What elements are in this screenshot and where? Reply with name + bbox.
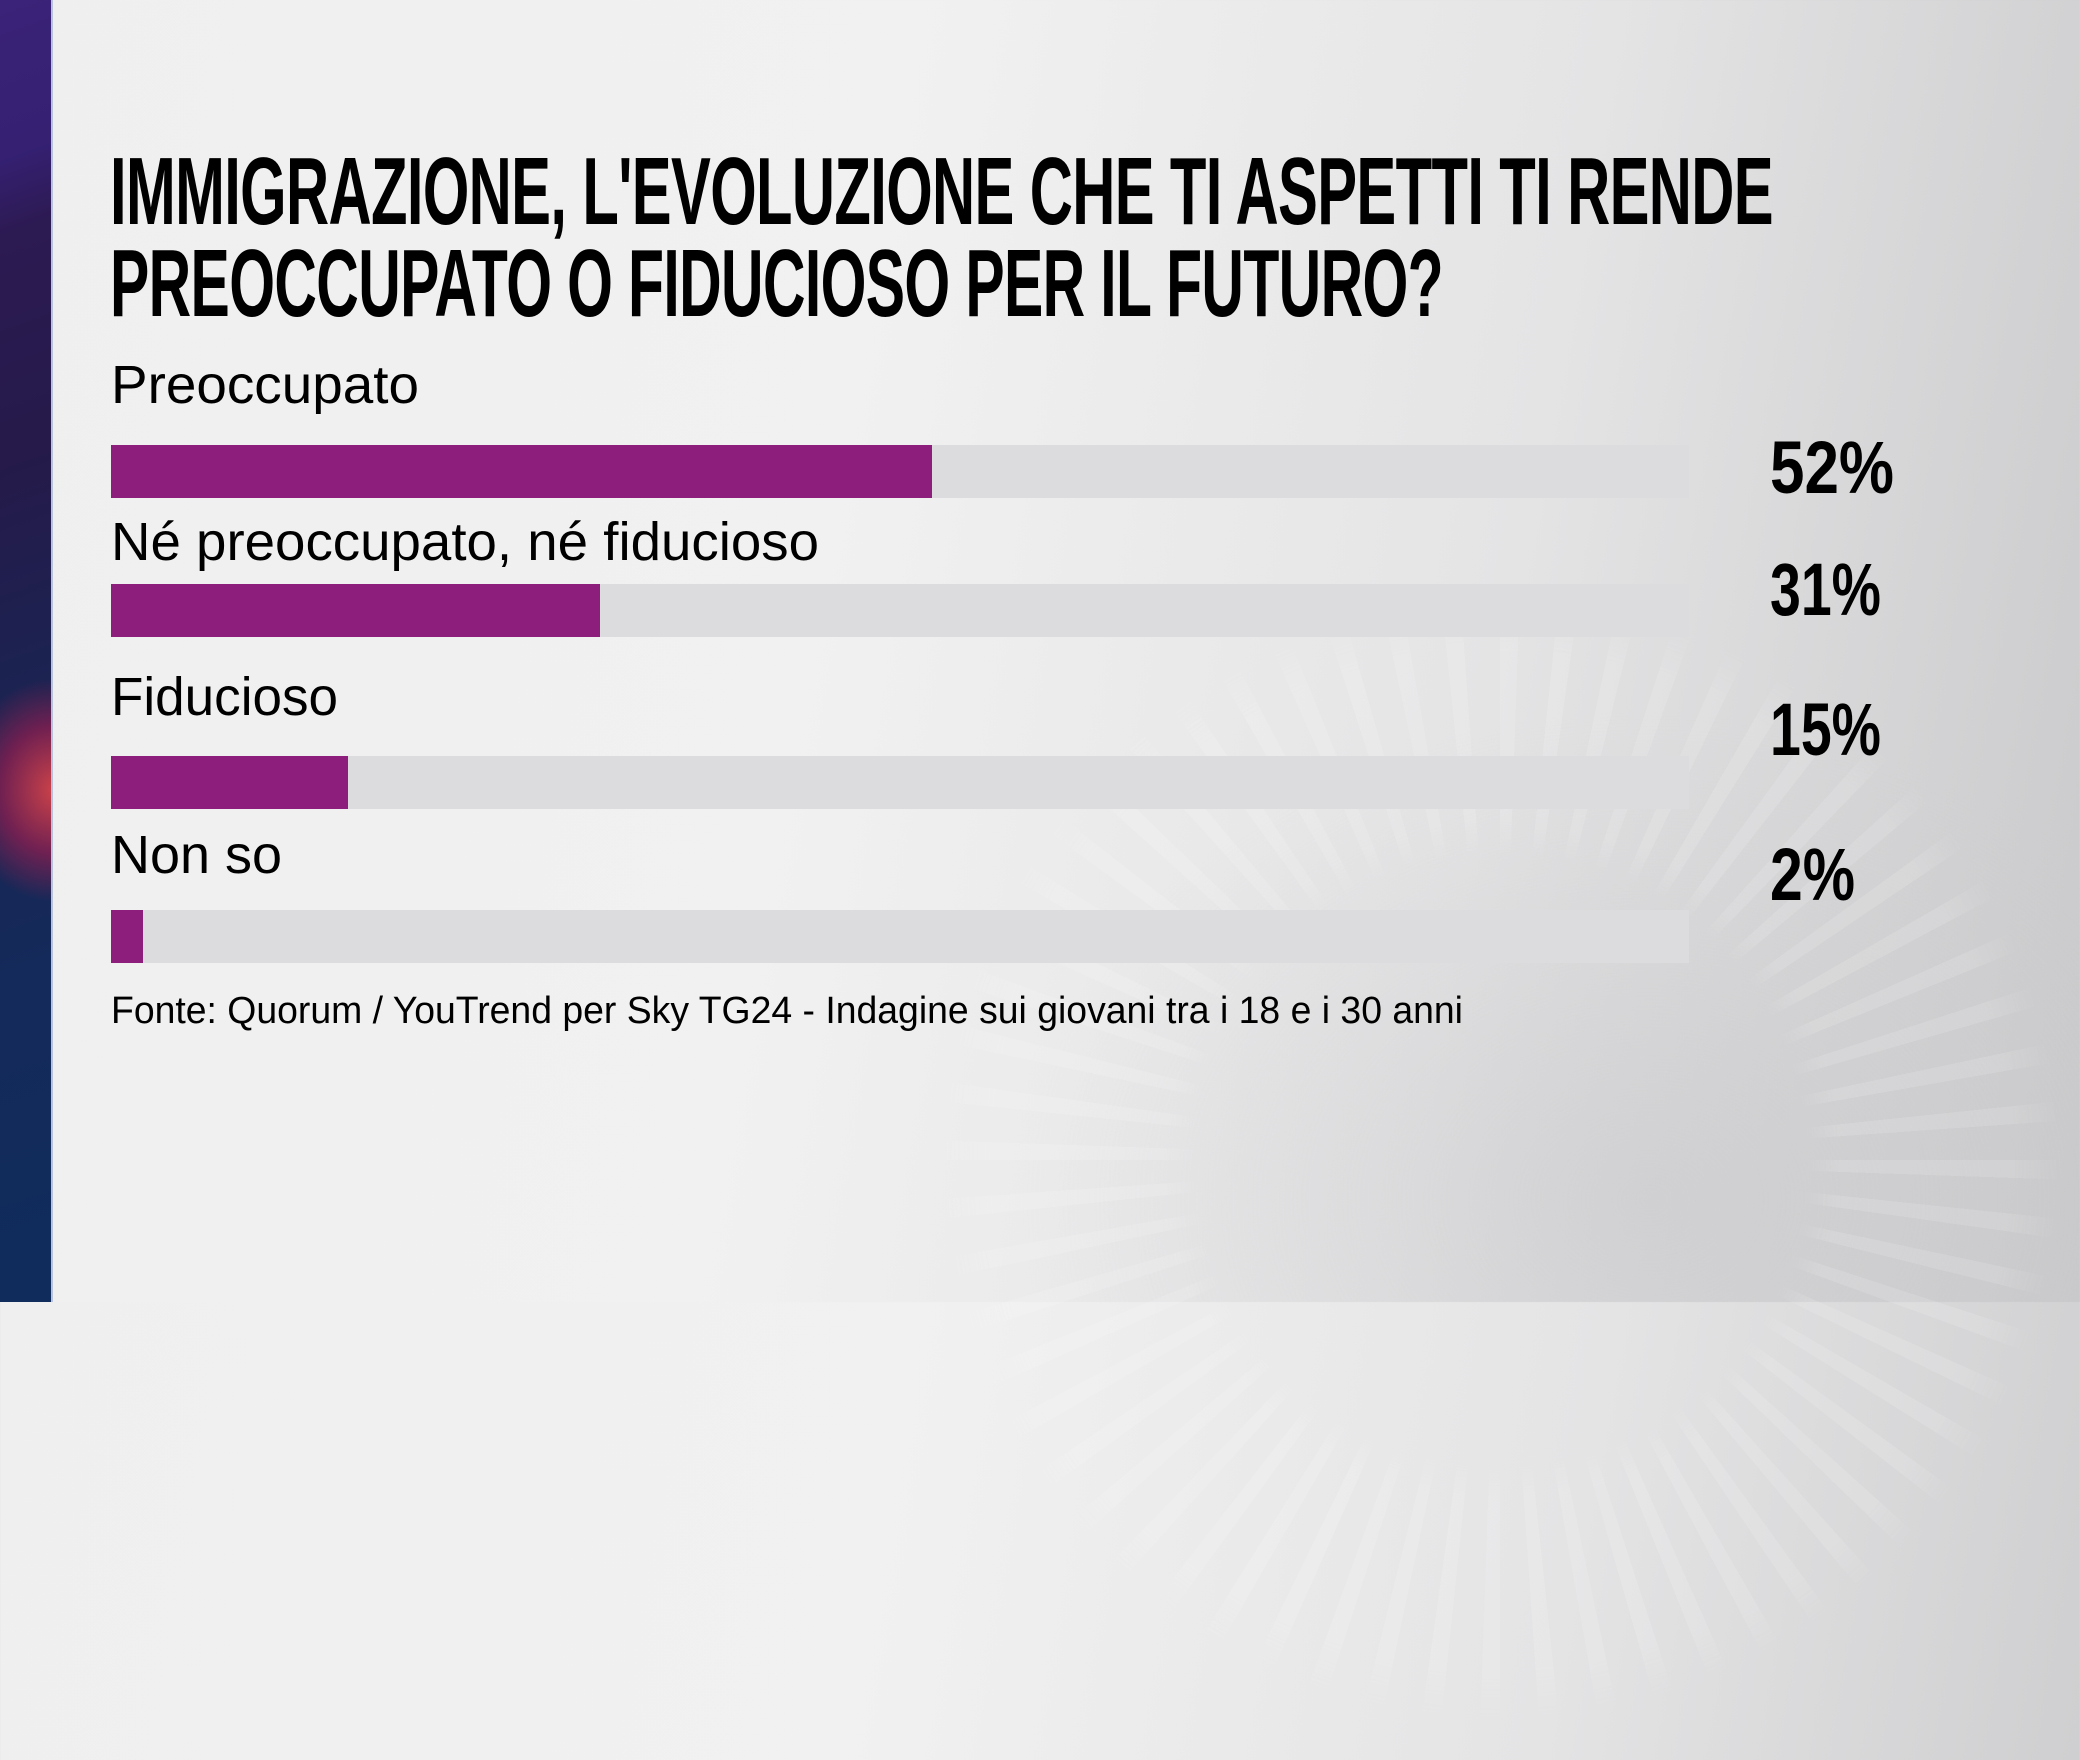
- bar-track: [111, 910, 1689, 963]
- bar-fill: [111, 445, 932, 498]
- bar-fill: [111, 584, 601, 637]
- decorative-background-pattern: [900, 560, 2080, 1760]
- bar-track: [111, 756, 1689, 809]
- bar-fill: [111, 910, 143, 963]
- bar-track: [111, 445, 1689, 498]
- bar-value: 52%: [1770, 426, 1894, 509]
- bar-label: Né preoccupato, né fiducioso: [111, 512, 819, 572]
- bar-label: Non so: [111, 825, 282, 885]
- chart-title-line-2: PREOCCUPATO O FIDUCIOSO PER IL FUTURO?: [110, 230, 1444, 337]
- bar-label: Fiducioso: [111, 667, 338, 727]
- bar-value: 31%: [1770, 548, 1881, 631]
- bar-fill: [111, 756, 348, 809]
- source-footnote: Fonte: Quorum / YouTrend per Sky TG24 - …: [111, 990, 1463, 1032]
- chart-title-line-1: IMMIGRAZIONE, L'EVOLUZIONE CHE TI ASPETT…: [110, 138, 1774, 245]
- bar-label: Preoccupato: [111, 355, 419, 415]
- bar-track: [111, 584, 1689, 637]
- bar-value: 15%: [1770, 688, 1881, 771]
- bar-value: 2%: [1770, 833, 1855, 916]
- decorative-side-strip: [0, 0, 53, 1302]
